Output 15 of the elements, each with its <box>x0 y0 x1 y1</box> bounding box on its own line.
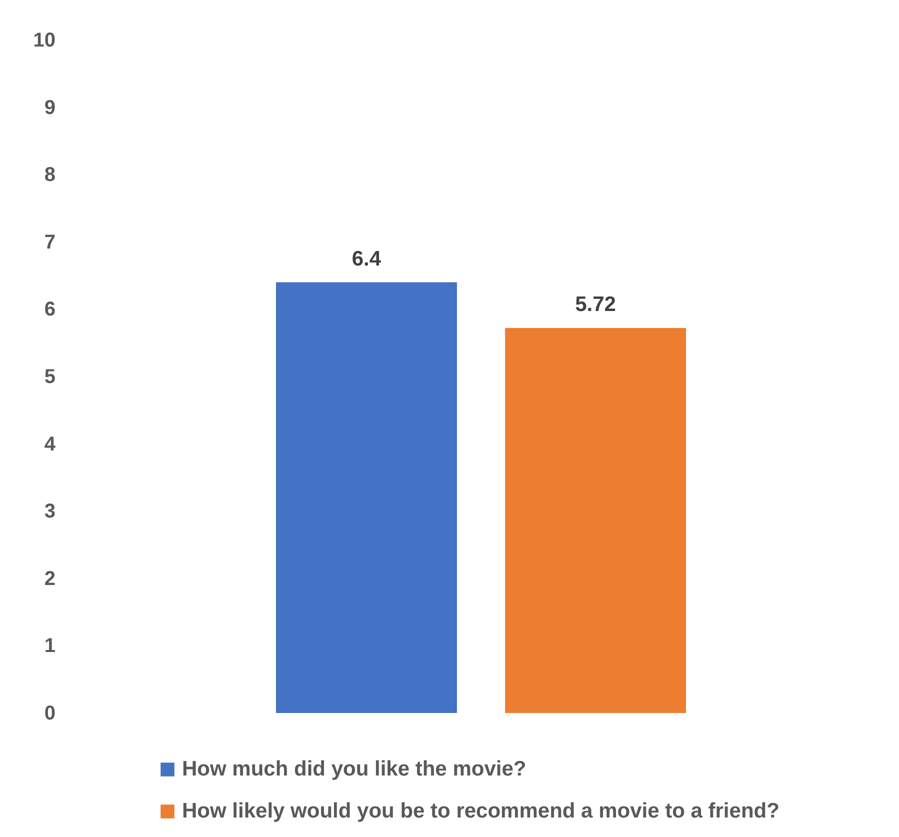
y-tick-label: 10 <box>33 30 56 52</box>
y-tick-label: 2 <box>44 568 56 590</box>
y-tick-label: 7 <box>44 231 56 254</box>
y-tick-label: 5 <box>44 366 56 388</box>
data-label: 6.4 <box>352 247 382 270</box>
y-tick-label: 6 <box>44 298 56 321</box>
y-tick-label: 9 <box>44 96 56 119</box>
y-tick-label: 1 <box>44 635 56 658</box>
y-tick-label: 0 <box>44 702 56 724</box>
y-tick-label: 8 <box>44 164 56 186</box>
y-tick-label: 3 <box>44 500 56 523</box>
y-tick-label: 4 <box>44 433 56 456</box>
legend-label: How much did you like the movie? <box>182 758 526 780</box>
data-label: 5.72 <box>575 293 616 316</box>
legend-label: How likely would you be to recommend a movie to a friend? <box>182 800 780 822</box>
